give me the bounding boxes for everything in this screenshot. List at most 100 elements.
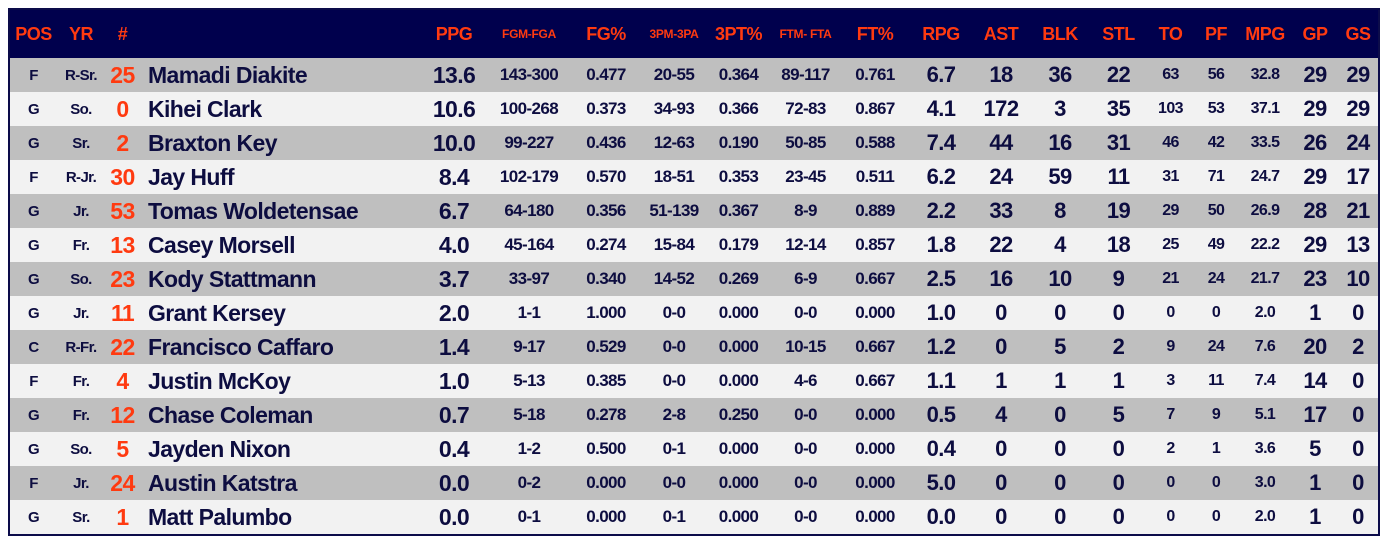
cell-gs: 2 xyxy=(1338,330,1378,364)
cell-mpg: 7.4 xyxy=(1238,364,1292,398)
column-header-rpg: RPG xyxy=(910,10,972,58)
cell-ast: 18 xyxy=(972,58,1030,92)
cell-3pm-3pa: 0-0 xyxy=(642,466,706,500)
cell-ppg: 0.4 xyxy=(420,432,488,466)
cell-fg-pct: 0.436 xyxy=(570,126,642,160)
cell-pf: 56 xyxy=(1194,58,1238,92)
table-row: G Fr. 12 Chase Coleman 0.7 5-18 0.278 2-8 0.250 0… xyxy=(10,398,1378,432)
cell-year: Fr. xyxy=(57,228,105,262)
column-header-name xyxy=(140,10,420,58)
cell-3pt-pct: 0.250 xyxy=(706,398,771,432)
cell-year: So. xyxy=(57,432,105,466)
cell-name: Tomas Woldetensae xyxy=(140,194,420,228)
column-header-pos: POS xyxy=(10,10,57,58)
cell-ast: 1 xyxy=(972,364,1030,398)
cell-gs: 17 xyxy=(1338,160,1378,194)
cell-fgm-fga: 5-18 xyxy=(488,398,570,432)
cell-mpg: 3.0 xyxy=(1238,466,1292,500)
cell-to: 21 xyxy=(1147,262,1194,296)
cell-pos: G xyxy=(10,126,57,160)
table-row: G Jr. 53 Tomas Woldetensae 6.7 64-180 0.356 51-… xyxy=(10,194,1378,228)
cell-rpg: 2.5 xyxy=(910,262,972,296)
cell-mpg: 22.2 xyxy=(1238,228,1292,262)
cell-3pm-3pa: 12-63 xyxy=(642,126,706,160)
cell-fgm-fga: 9-17 xyxy=(488,330,570,364)
cell-pos: G xyxy=(10,398,57,432)
cell-fgm-fga: 99-227 xyxy=(488,126,570,160)
cell-3pt-pct: 0.000 xyxy=(706,500,771,534)
cell-3pm-3pa: 0-0 xyxy=(642,364,706,398)
cell-pos: G xyxy=(10,432,57,466)
cell-pos: F xyxy=(10,58,57,92)
cell-pf: 1 xyxy=(1194,432,1238,466)
cell-mpg: 24.7 xyxy=(1238,160,1292,194)
cell-ppg: 10.0 xyxy=(420,126,488,160)
cell-ftm-fta: 0-0 xyxy=(771,398,840,432)
cell-number: 1 xyxy=(105,500,140,534)
cell-pf: 42 xyxy=(1194,126,1238,160)
table-row: F Fr. 4 Justin McKoy 1.0 5-13 0.385 0-0 0.000 4-6… xyxy=(10,364,1378,398)
cell-stl: 0 xyxy=(1090,432,1147,466)
cell-ft-pct: 0.000 xyxy=(840,296,910,330)
cell-gp: 14 xyxy=(1292,364,1338,398)
cell-number: 53 xyxy=(105,194,140,228)
cell-mpg: 2.0 xyxy=(1238,500,1292,534)
table-row: G Fr. 13 Casey Morsell 4.0 45-164 0.274 15-84 0.… xyxy=(10,228,1378,262)
cell-gs: 29 xyxy=(1338,58,1378,92)
cell-fg-pct: 0.000 xyxy=(570,466,642,500)
cell-rpg: 5.0 xyxy=(910,466,972,500)
cell-gs: 13 xyxy=(1338,228,1378,262)
column-header-to: TO xyxy=(1147,10,1194,58)
cell-ftm-fta: 8-9 xyxy=(771,194,840,228)
cell-gs: 0 xyxy=(1338,432,1378,466)
cell-fg-pct: 0.274 xyxy=(570,228,642,262)
cell-gs: 24 xyxy=(1338,126,1378,160)
cell-fgm-fga: 1-2 xyxy=(488,432,570,466)
cell-fg-pct: 0.000 xyxy=(570,500,642,534)
table-row: G Sr. 2 Braxton Key 10.0 99-227 0.436 12-63 0.19… xyxy=(10,126,1378,160)
cell-ppg: 1.0 xyxy=(420,364,488,398)
cell-rpg: 1.1 xyxy=(910,364,972,398)
cell-ftm-fta: 6-9 xyxy=(771,262,840,296)
cell-blk: 59 xyxy=(1030,160,1090,194)
cell-ppg: 8.4 xyxy=(420,160,488,194)
cell-3pt-pct: 0.364 xyxy=(706,58,771,92)
cell-ast: 16 xyxy=(972,262,1030,296)
cell-3pt-pct: 0.367 xyxy=(706,194,771,228)
cell-ftm-fta: 12-14 xyxy=(771,228,840,262)
column-header-mpg: MPG xyxy=(1238,10,1292,58)
cell-gs: 29 xyxy=(1338,92,1378,126)
column-header-ppg: PPG xyxy=(420,10,488,58)
cell-rpg: 6.2 xyxy=(910,160,972,194)
cell-rpg: 7.4 xyxy=(910,126,972,160)
cell-3pm-3pa: 0-1 xyxy=(642,500,706,534)
cell-ft-pct: 0.667 xyxy=(840,262,910,296)
cell-year: Fr. xyxy=(57,364,105,398)
cell-fgm-fga: 64-180 xyxy=(488,194,570,228)
cell-stl: 9 xyxy=(1090,262,1147,296)
cell-ast: 0 xyxy=(972,296,1030,330)
cell-gs: 0 xyxy=(1338,296,1378,330)
cell-pos: F xyxy=(10,364,57,398)
cell-number: 22 xyxy=(105,330,140,364)
cell-3pt-pct: 0.366 xyxy=(706,92,771,126)
cell-number: 25 xyxy=(105,58,140,92)
cell-name: Grant Kersey xyxy=(140,296,420,330)
cell-ppg: 0.0 xyxy=(420,500,488,534)
column-header-stl: STL xyxy=(1090,10,1147,58)
cell-pf: 9 xyxy=(1194,398,1238,432)
table-body: F R-Sr. 25 Mamadi Diakite 13.6 143-300 0.477 20… xyxy=(10,58,1378,534)
column-header-blk: BLK xyxy=(1030,10,1090,58)
cell-year: Jr. xyxy=(57,466,105,500)
cell-mpg: 5.1 xyxy=(1238,398,1292,432)
cell-gp: 28 xyxy=(1292,194,1338,228)
cell-blk: 16 xyxy=(1030,126,1090,160)
cell-3pm-3pa: 0-1 xyxy=(642,432,706,466)
cell-3pm-3pa: 15-84 xyxy=(642,228,706,262)
cell-gs: 10 xyxy=(1338,262,1378,296)
cell-gs: 0 xyxy=(1338,364,1378,398)
cell-year: Jr. xyxy=(57,296,105,330)
cell-pos: F xyxy=(10,466,57,500)
cell-3pt-pct: 0.000 xyxy=(706,296,771,330)
cell-mpg: 32.8 xyxy=(1238,58,1292,92)
